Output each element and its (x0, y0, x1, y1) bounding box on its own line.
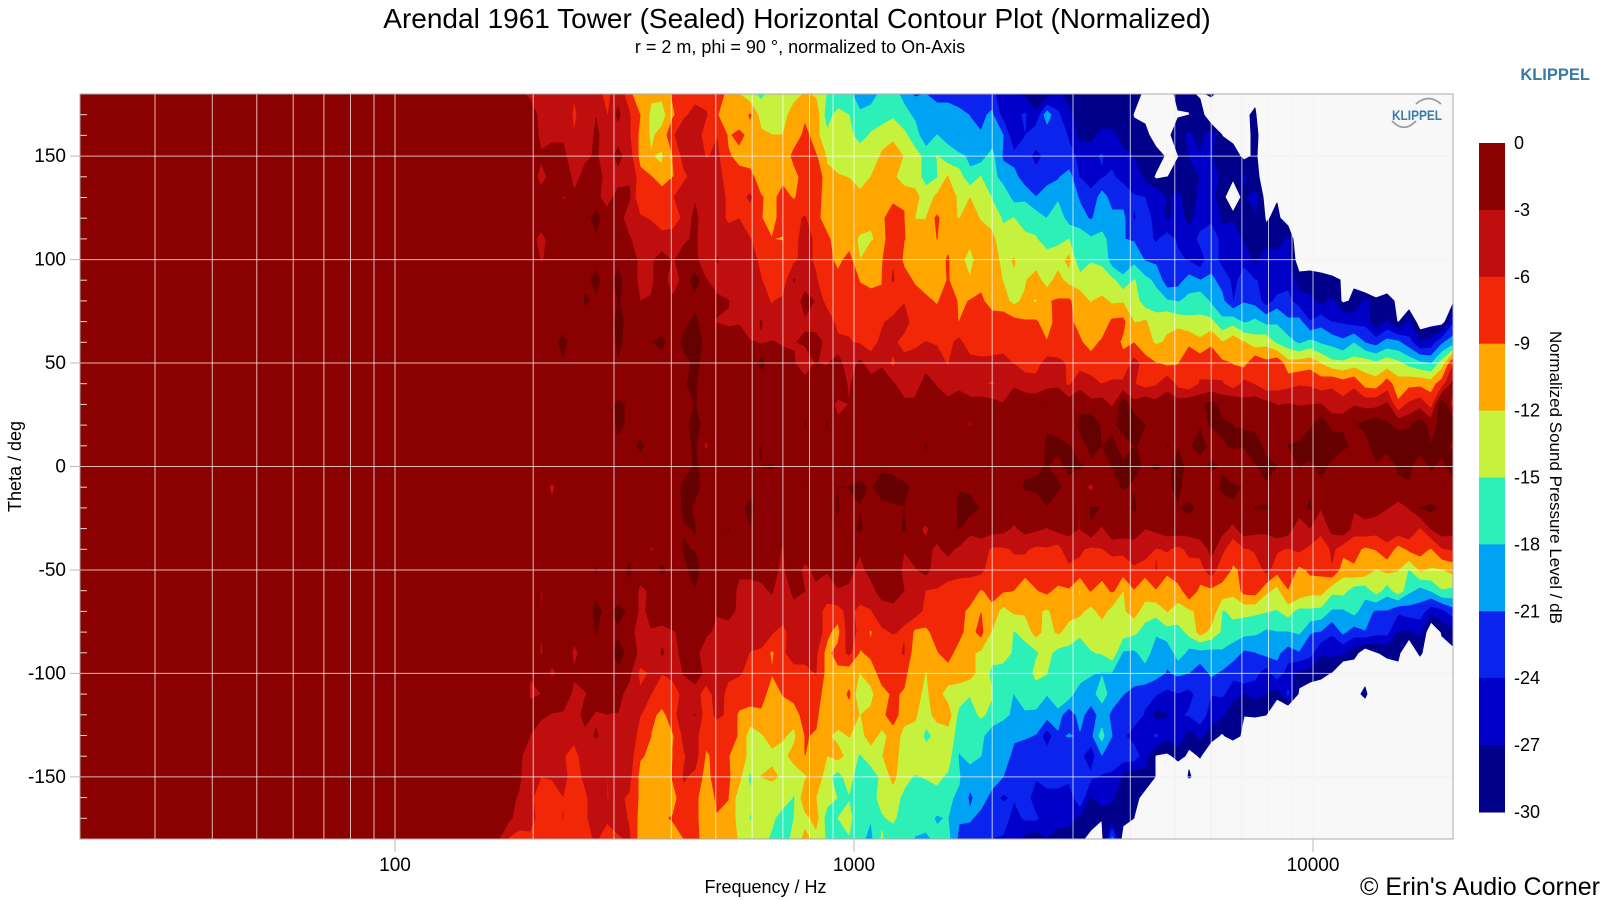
svg-text:-3: -3 (1514, 200, 1530, 220)
svg-text:100: 100 (379, 855, 411, 876)
svg-text:KLIPPEL: KLIPPEL (1392, 107, 1442, 123)
svg-text:0: 0 (55, 457, 66, 478)
svg-text:-100: -100 (28, 663, 66, 684)
svg-text:Arendal 1961 Tower (Sealed) Ho: Arendal 1961 Tower (Sealed) Horizontal C… (383, 3, 1210, 34)
svg-text:Theta / deg: Theta / deg (5, 421, 25, 512)
svg-text:100: 100 (34, 250, 66, 271)
svg-text:150: 150 (34, 146, 66, 167)
svg-text:Frequency / Hz: Frequency / Hz (704, 877, 826, 897)
svg-text:-150: -150 (28, 767, 66, 788)
svg-text:1000: 1000 (833, 855, 875, 876)
svg-text:-9: -9 (1514, 334, 1530, 354)
svg-text:-50: -50 (39, 560, 66, 581)
svg-text:-12: -12 (1514, 401, 1540, 421)
svg-text:0: 0 (1514, 133, 1524, 153)
svg-text:-24: -24 (1514, 668, 1540, 688)
svg-text:-15: -15 (1514, 468, 1540, 488)
svg-text:-21: -21 (1514, 601, 1540, 621)
svg-text:10000: 10000 (1287, 855, 1340, 876)
svg-text:r = 2 m, phi = 90 °, normalize: r = 2 m, phi = 90 °, normalized to On-Ax… (635, 37, 965, 57)
svg-text:50: 50 (45, 353, 66, 374)
svg-text:© Erin's Audio Corner: © Erin's Audio Corner (1360, 873, 1600, 900)
svg-text:-18: -18 (1514, 534, 1540, 554)
svg-text:-6: -6 (1514, 267, 1530, 287)
svg-text:-27: -27 (1514, 735, 1540, 755)
svg-text:-30: -30 (1514, 802, 1540, 822)
svg-text:KLIPPEL: KLIPPEL (1520, 66, 1590, 84)
svg-text:Normalized Sound Pressure Leve: Normalized Sound Pressure Level / dB (1546, 331, 1565, 624)
